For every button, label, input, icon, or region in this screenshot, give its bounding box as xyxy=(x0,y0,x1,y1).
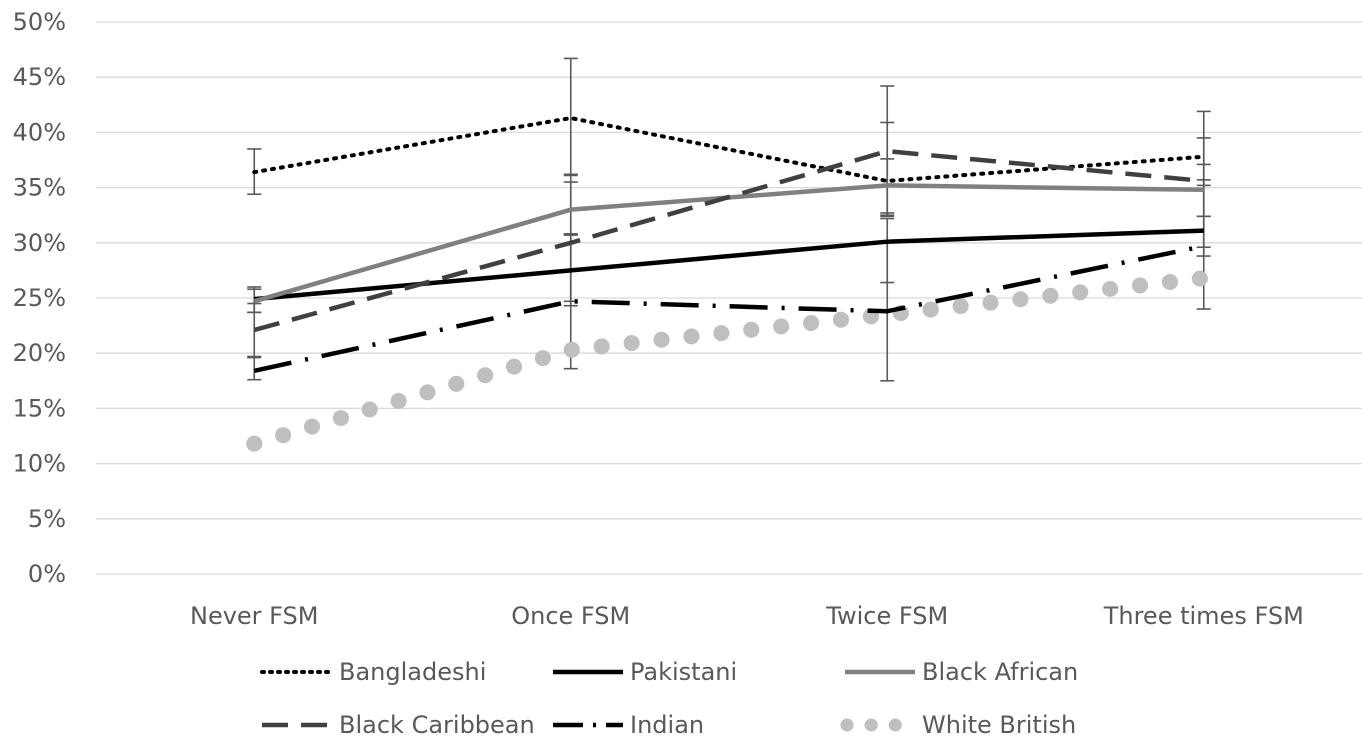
legend-label: Black Caribbean xyxy=(339,711,535,739)
legend: Bangladeshi Pakistani Black African Black C… xyxy=(260,658,1078,739)
y-tick-label: 50% xyxy=(13,8,66,36)
x-axis-tick-labels: Never FSM Once FSM Twice FSM Three times FS… xyxy=(190,602,1304,630)
y-tick-label: 5% xyxy=(28,505,66,533)
y-tick-label: 20% xyxy=(13,339,66,367)
legend-label: Bangladeshi xyxy=(339,658,486,686)
y-tick-label: 0% xyxy=(28,560,66,588)
x-tick-label: Twice FSM xyxy=(825,602,948,630)
y-tick-label: 25% xyxy=(13,284,66,312)
series-line-black-caribbean xyxy=(253,148,1204,333)
series-lines xyxy=(246,116,1212,452)
legend-label: Indian xyxy=(630,711,704,739)
series-line-bangladeshi xyxy=(252,116,1206,183)
series-line-white-british xyxy=(246,270,1212,452)
legend-label: Pakistani xyxy=(630,658,737,686)
y-tick-label: 30% xyxy=(13,229,66,257)
y-tick-label: 40% xyxy=(13,118,66,146)
y-axis-tick-labels: 0% 5% 10% 15% 20% 25% 30% 35% 40% 45% 50% xyxy=(13,8,66,588)
x-tick-label: Three times FSM xyxy=(1103,602,1304,630)
y-tick-label: 35% xyxy=(13,174,66,202)
legend-label: Black African xyxy=(922,658,1078,686)
y-tick-label: 45% xyxy=(13,63,66,91)
y-tick-label: 15% xyxy=(13,394,66,422)
y-tick-label: 10% xyxy=(13,450,66,478)
legend-label: White British xyxy=(922,711,1076,739)
gridlines xyxy=(96,21,1362,575)
x-tick-label: Never FSM xyxy=(190,602,319,630)
series-line-indian xyxy=(253,243,1205,374)
x-tick-label: Once FSM xyxy=(511,602,630,630)
series-line-pakistani xyxy=(254,228,1204,302)
